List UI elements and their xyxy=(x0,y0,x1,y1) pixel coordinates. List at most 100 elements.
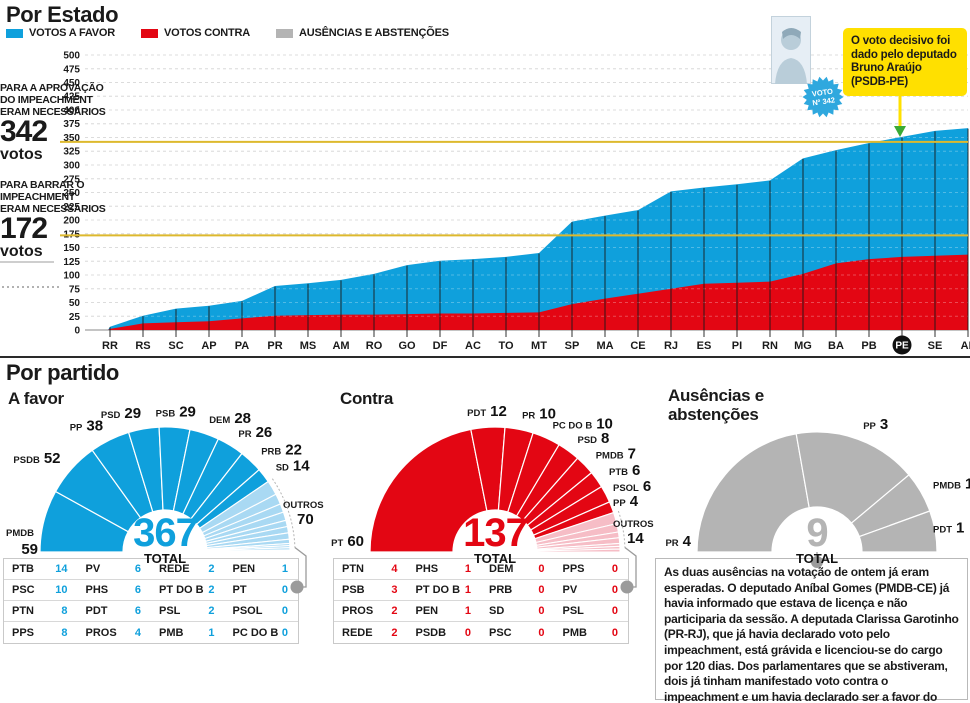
donut-total: 9 xyxy=(806,511,827,555)
segment-label: PP 38 xyxy=(70,417,103,434)
donut-outros-slice xyxy=(205,525,290,547)
approval-threshold-unit: votos xyxy=(0,146,43,163)
legend-label: VOTOS A FAVOR xyxy=(29,27,116,39)
party-name: PDT xyxy=(85,605,108,617)
donut-total: 137 xyxy=(463,511,527,555)
party-name: PTN xyxy=(342,563,364,575)
party-table-cell: PTN 8 xyxy=(4,601,78,622)
x-axis-label: BA xyxy=(828,340,844,352)
x-axis-label: SE xyxy=(928,340,943,352)
x-axis-label: RJ xyxy=(664,340,678,352)
segment-label: PP 3 xyxy=(863,416,888,433)
party-vote-count: 1 xyxy=(281,563,288,575)
absences-footnote: As duas ausências na votação de ontem já… xyxy=(655,558,968,703)
segment-label: PSD 29 xyxy=(101,405,141,422)
y-axis-label: 300 xyxy=(63,161,80,172)
donut-outros-slice xyxy=(206,545,291,552)
party-table-cell: PROS 2 xyxy=(334,601,408,622)
party-vote-count: 8 xyxy=(61,605,68,617)
donut-outros-slice xyxy=(201,493,282,537)
x-axis-label: MS xyxy=(300,340,317,352)
party-table-cell: PT DO B 2 xyxy=(151,580,225,601)
donut-segment-PT xyxy=(369,428,488,553)
donut-outros-slice xyxy=(206,549,291,553)
segment-label: PR 10 xyxy=(522,406,556,423)
party-name: DEM xyxy=(489,563,514,575)
block-annotation: PARA BARRAR O IMPEACHMENT ERAM NECESSÁRI… xyxy=(0,179,120,215)
party-table-cell: PTB 14 xyxy=(4,559,78,580)
party-vote-count: 0 xyxy=(538,563,545,575)
donut-outros-slice xyxy=(536,548,621,553)
party-name: PHS xyxy=(85,584,109,596)
badge-line1: VOTO xyxy=(811,87,833,99)
party-name: PTN xyxy=(12,605,34,617)
donut-outros-slice xyxy=(535,522,620,546)
donut-outros-slice xyxy=(204,519,289,545)
y-axis-label: 375 xyxy=(63,119,80,130)
y-axis-label: 75 xyxy=(69,284,81,295)
donut-outros-slice xyxy=(198,480,277,534)
party-vote-count: 2 xyxy=(391,626,398,639)
donut-segment-PP xyxy=(91,431,154,519)
x-axis-label: PI xyxy=(732,340,742,352)
party-name: PV xyxy=(562,584,578,596)
party-table-cell: PROS 4 xyxy=(78,622,152,643)
party-vote-count: 0 xyxy=(538,605,545,617)
segment-label: PMDB 7 xyxy=(596,446,636,463)
legend-item: VOTOS A FAVOR xyxy=(6,27,115,39)
party-name: PV xyxy=(85,563,101,575)
outros-bracket xyxy=(617,510,626,548)
x-axis-label: SC xyxy=(168,340,183,352)
x-axis-label: ES xyxy=(697,340,712,352)
y-axis-label: 175 xyxy=(63,229,80,240)
x-axis-label: DF xyxy=(433,340,448,352)
outros-value: 14 xyxy=(627,530,644,547)
party-name: PROS xyxy=(342,605,374,617)
donut-outros-slice xyxy=(536,542,621,551)
x-axis-label: RO xyxy=(366,340,383,352)
party-table-cell: PSB 3 xyxy=(334,580,408,601)
party-name: PROS xyxy=(85,626,117,639)
x-axis-label: PA xyxy=(235,340,250,352)
donut-segment-PRB xyxy=(190,452,260,526)
favor-title: A favor xyxy=(8,389,64,408)
x-axis-label: RS xyxy=(135,340,150,352)
party-vote-count: 0 xyxy=(281,584,288,596)
party-name: PC DO B xyxy=(232,626,279,639)
donut-segment-PDT xyxy=(858,510,938,553)
party-name: PSL xyxy=(159,605,181,617)
party-table-cell: PHS 1 xyxy=(407,559,481,580)
party-vote-count: 2 xyxy=(391,605,398,617)
party-table-cell: PSC 0 xyxy=(481,622,555,643)
donut-outros-slice xyxy=(206,547,291,552)
party-vote-count: 1 xyxy=(208,626,215,639)
y-axis-label: 125 xyxy=(63,257,80,268)
party-name: SD xyxy=(489,605,505,617)
y-axis-label: 475 xyxy=(63,64,80,75)
x-axis-label: AC xyxy=(465,340,481,352)
annotation-line: DO IMPEACHMENT xyxy=(0,94,93,106)
donut-segment-PP xyxy=(532,501,615,540)
annotation-line: ERAM NECESSÁRIOS xyxy=(0,106,106,118)
party-table-cell: PV 0 xyxy=(554,580,628,601)
party-table-cell: PHS 6 xyxy=(77,580,151,601)
party-table-cell: PTN 4 xyxy=(334,559,408,580)
outros-value: 70 xyxy=(297,511,314,528)
segment-label: PSD 8 xyxy=(578,430,610,447)
donut-segment-PMDB xyxy=(521,457,593,527)
party-name: PHS xyxy=(415,563,439,575)
party-name: REDE xyxy=(159,563,190,575)
party-name: PT xyxy=(232,584,247,596)
party-name: PT DO B xyxy=(415,584,461,596)
party-vote-count: 0 xyxy=(281,626,288,639)
party-vote-count: 4 xyxy=(391,563,398,575)
party-vote-count: 2 xyxy=(208,563,215,575)
segment-label: PSDB 52 xyxy=(13,450,60,467)
y-axis-label: 500 xyxy=(63,51,80,62)
outros-bracket xyxy=(271,478,296,548)
segment-label: PRB 22 xyxy=(261,441,302,458)
party-name: PSDB xyxy=(415,626,447,639)
party-vote-count: 2 xyxy=(208,584,215,596)
